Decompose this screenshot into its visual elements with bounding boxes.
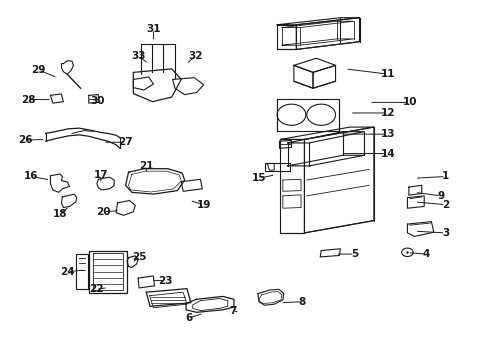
Text: 24: 24 <box>60 267 74 277</box>
Text: 17: 17 <box>93 170 108 180</box>
Text: 13: 13 <box>380 129 395 139</box>
Text: 30: 30 <box>90 96 104 105</box>
Text: 33: 33 <box>131 51 145 61</box>
Text: 5: 5 <box>350 249 358 259</box>
Text: 16: 16 <box>24 171 39 181</box>
Text: 6: 6 <box>185 312 193 323</box>
Text: 11: 11 <box>380 69 395 79</box>
Text: 23: 23 <box>158 275 172 285</box>
Text: 2: 2 <box>441 200 448 210</box>
Text: 22: 22 <box>88 284 103 294</box>
Text: 18: 18 <box>53 208 67 219</box>
Text: 4: 4 <box>422 249 429 259</box>
Text: 1: 1 <box>441 171 448 181</box>
Text: 8: 8 <box>298 297 305 307</box>
Text: 25: 25 <box>132 252 146 262</box>
Text: 19: 19 <box>196 200 210 210</box>
Text: 29: 29 <box>31 65 45 75</box>
Text: 26: 26 <box>18 135 32 145</box>
Text: 10: 10 <box>402 98 416 107</box>
Text: 27: 27 <box>118 137 133 147</box>
Text: 21: 21 <box>139 161 153 171</box>
Text: 3: 3 <box>441 228 448 238</box>
Text: 12: 12 <box>380 108 395 118</box>
Text: 14: 14 <box>380 149 395 158</box>
Text: 7: 7 <box>228 306 236 315</box>
Text: 15: 15 <box>251 173 265 183</box>
Text: 28: 28 <box>20 95 35 104</box>
Text: 31: 31 <box>146 24 161 34</box>
Text: 9: 9 <box>437 191 444 201</box>
Text: 20: 20 <box>96 207 110 217</box>
Text: 32: 32 <box>188 51 203 61</box>
